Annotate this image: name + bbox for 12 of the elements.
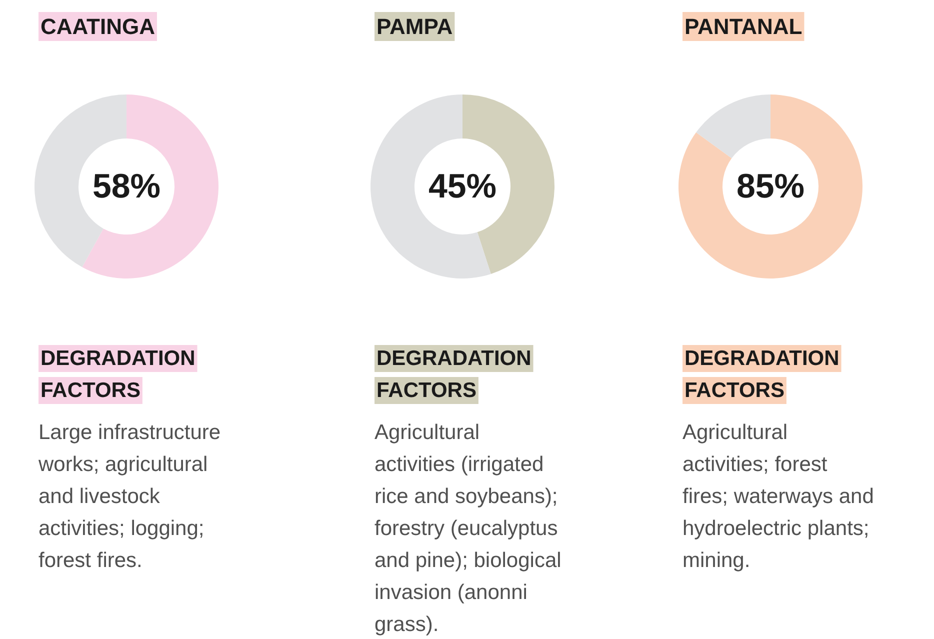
text: DEGRADATION FACTORS bbox=[40, 347, 196, 402]
text: Agricultural activities (irrigated rice and soybeans); forestry (eucalyptus and pine); biological invasion (anonni grass). bbox=[374, 421, 562, 636]
chart-title: PAMPA bbox=[376, 14, 453, 39]
text: Large infrastructure works; agricultural and livestock activities; logging; forest fires. bbox=[38, 421, 221, 572]
text: DEGRADATION FACTORS bbox=[684, 347, 840, 402]
text: Agricultural activities; forest fires; waterways and hydroelectric plants; mining. bbox=[682, 421, 874, 572]
chart-title: PANTANAL bbox=[684, 14, 802, 39]
text: 45% bbox=[428, 168, 497, 206]
chart-title: CAATINGA bbox=[40, 14, 156, 39]
text: 58% bbox=[92, 168, 161, 206]
text: DEGRADATION FACTORS bbox=[376, 347, 532, 402]
text: 85% bbox=[736, 168, 805, 206]
